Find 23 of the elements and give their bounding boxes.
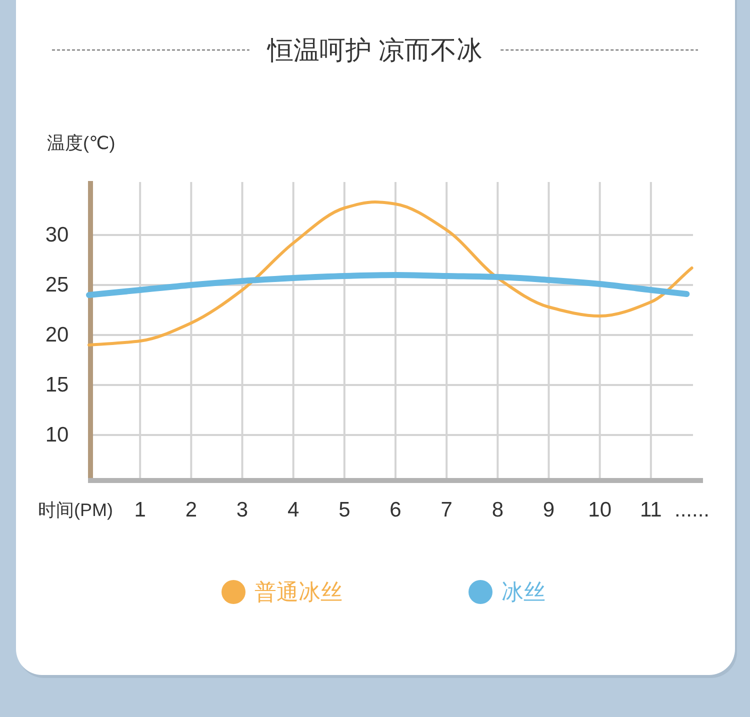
x-tick-label: 5 — [338, 498, 350, 522]
chart-title: 恒温呵护 凉而不冰 — [266, 35, 483, 65]
y-tick-label: 20 — [45, 324, 69, 346]
x-tick-label: 9 — [542, 498, 555, 522]
annotation: ...... — [674, 498, 710, 522]
x-tick-label: 1 — [134, 498, 146, 522]
title: 恒温呵护 凉而不冰 — [52, 35, 698, 65]
y-tick-label: 15 — [45, 374, 69, 396]
y-axis-title: 温度(℃) — [47, 133, 116, 153]
x-tick-label: 8 — [492, 498, 504, 522]
y-tick-label: 25 — [45, 274, 69, 296]
x-tick-label: 6 — [390, 498, 402, 522]
x-tick-label: 10 — [588, 498, 612, 522]
legend-label: 冰丝 — [502, 580, 546, 604]
x-tick-label: 4 — [287, 498, 300, 522]
y-tick-label: 30 — [45, 224, 69, 246]
x-axis-title: 时间(PM) — [38, 500, 113, 520]
legend-label: 普通冰丝 — [254, 580, 342, 604]
y-tick-label: 10 — [45, 424, 69, 446]
x-tick-label: 7 — [440, 498, 452, 522]
x-tick-label: 11 — [640, 498, 662, 522]
x-tick-label: 3 — [236, 498, 248, 522]
x-tick-label: 2 — [185, 498, 198, 522]
